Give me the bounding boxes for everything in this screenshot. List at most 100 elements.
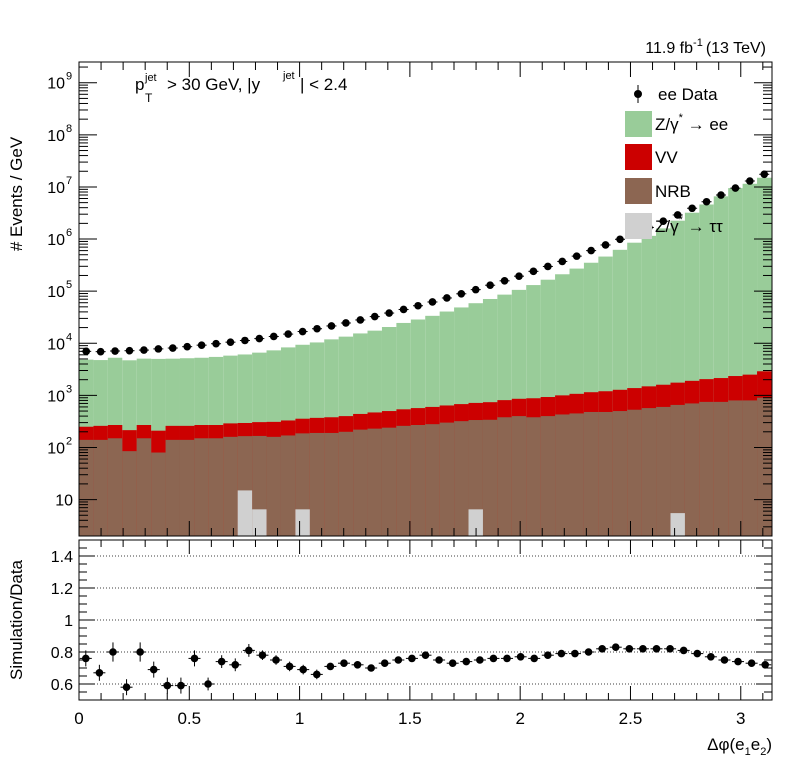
data-point [673,211,682,219]
ratio-point [462,657,471,666]
data-point [241,336,249,345]
x-title-sub1: 1 [745,746,751,758]
cut-middle: > 30 GeV, |y [167,75,261,94]
hist-bar-1 [136,438,152,536]
hist-bar-1 [122,451,137,536]
hist-bar-1 [266,436,281,536]
hist-bar-1 [713,401,729,536]
ratio-point [652,645,661,653]
y-tick-exponent: 4 [66,331,72,343]
hist-bar-1 [555,414,570,536]
x-tick-label: 1 [295,709,304,728]
cut-pt-sub: T [145,91,153,105]
hist-bar-1 [93,439,108,536]
data-point [399,305,408,314]
data-point [428,298,437,306]
ratio-y-tick-label: 0.8 [51,645,73,662]
hist-bar-1 [742,400,758,536]
cut-end: | < 2.4 [300,75,347,94]
hist-bar-1 [309,432,325,536]
ratio-point [177,681,185,690]
data-point [515,272,523,280]
lumi-value: 11.9 fb [645,40,693,57]
ratio-point [761,661,770,669]
legend-swatch [625,111,652,137]
hist-bar-1 [627,409,642,536]
hist-bar-1 [641,408,657,536]
ratio-point [584,648,593,656]
ratio-point [204,680,212,688]
ratio-point [285,662,294,671]
y-tick-label: 10 [47,128,65,145]
ratio-y-tick-label: 1.2 [51,581,73,598]
data-point [702,197,711,206]
ratio-point [95,669,104,677]
x-tick-label: 0 [74,709,83,728]
legend-label: VV [655,148,678,167]
cut-y-sup: jet [282,70,295,82]
ratio-point [516,653,525,661]
y-tick-label: 10 [55,493,73,510]
hist-bar-1 [728,400,743,536]
ratio-point [326,662,335,671]
legend-swatch [625,178,652,204]
ratio-panel: 0.6 0.8 1 1.2 1.4 0 0.5 1 1.5 2 2.5 3 Simulation/D… [7,539,773,758]
y-tick-label: 10 [47,388,65,405]
hist-bar-1 [425,424,440,536]
ratio-point [353,661,362,669]
y-tick-label: 10 [47,284,65,301]
y-tick-exponent: 8 [66,123,72,135]
ratio-y-tick-label: 0.6 [51,677,73,694]
ratio-point [707,653,715,661]
data-point [269,332,278,341]
hist-bar-1 [367,428,382,536]
hist-bar-1 [324,432,339,536]
data-point [125,346,134,355]
hist-bar-1 [569,413,584,536]
data-point [760,170,769,179]
data-point [154,345,163,353]
y-tick-exponent: 7 [66,175,72,187]
x-title-part1: Δφ(e [707,735,745,754]
ratio-point [421,651,430,659]
ratio-point [149,665,158,674]
ratio-point [503,654,511,663]
y-axis-title: # Events / GeV [7,136,26,251]
legend: ee Data Z/γ* → ee VV NRB Z/γ* → ττ [625,85,728,239]
hist-bar-1 [165,439,180,536]
x-tick-label: 3 [736,709,745,728]
data-point [111,347,119,355]
ratio-point [571,649,579,658]
ratio-y-axis-title: Simulation/Data [7,559,26,680]
x-tick-label: 2.5 [619,709,643,728]
data-point [471,285,480,294]
legend-marker-data [634,90,642,98]
data-point [731,184,740,192]
data-point [370,312,379,321]
lumi-label: 11.9 fb-1 (13 TeV) [645,37,766,57]
x-tick-label: 0.5 [177,709,201,728]
stacked-histograms [79,177,772,536]
y-tick-label: 10 [47,440,65,457]
data-point [616,235,624,244]
x-title-sub2: 2 [760,746,766,758]
data-point [226,338,235,346]
ratio-point [231,661,240,669]
data-point [284,330,292,338]
ratio-point [136,648,144,656]
ratio-point [543,651,552,659]
legend-label: ee Data [658,85,718,104]
hist-bar-0 [295,509,310,536]
y-tick-label: 10 [47,76,65,93]
hist-bar-1 [656,406,671,536]
data-point [168,344,177,352]
lumi-energy: (13 TeV) [706,40,766,57]
ratio-point [122,683,131,691]
legend-label: Z/γ* → ee [655,112,728,134]
hist-bar-1 [280,435,296,536]
cut-label: p jet T > 30 GeV, |y jet | < 2.4 [135,70,347,105]
data-point [212,339,220,348]
data-point [457,289,466,298]
ratio-point [489,654,498,663]
